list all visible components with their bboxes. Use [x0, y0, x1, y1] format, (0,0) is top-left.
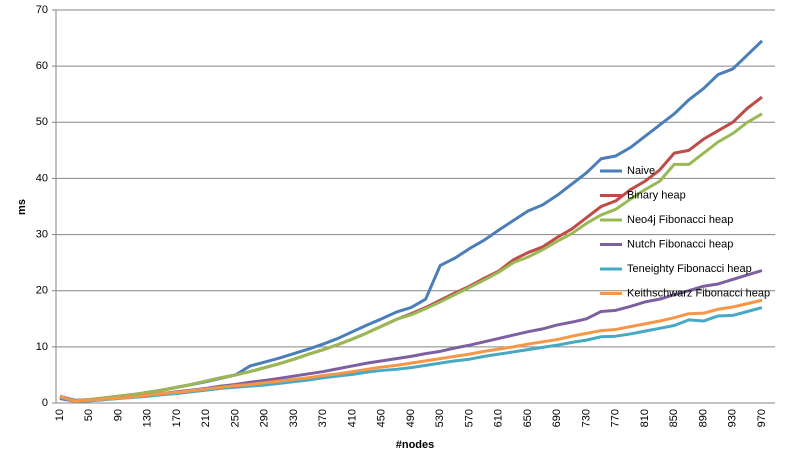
x-tick-label: 570 — [463, 409, 475, 427]
y-tick-label: 70 — [36, 4, 48, 16]
legend-label: Keithschwarz Fibonacci heap — [627, 287, 770, 299]
y-tick-label: 0 — [42, 397, 48, 409]
x-tick-label: 130 — [142, 409, 154, 427]
y-tick-label: 50 — [36, 116, 48, 128]
x-tick-label: 690 — [551, 409, 563, 427]
x-tick-label: 890 — [697, 409, 709, 427]
x-tick-label: 250 — [229, 409, 241, 427]
y-tick-label: 20 — [36, 285, 48, 297]
y-tick-label: 60 — [36, 60, 48, 72]
x-tick-label: 170 — [171, 409, 183, 427]
y-axis-title: ms — [16, 199, 28, 215]
x-tick-label: 450 — [376, 409, 388, 427]
legend-label: Neo4j Fibonacci heap — [627, 214, 733, 226]
legend-label: Nutch Fibonacci heap — [627, 238, 733, 250]
legend-label: Binary heap — [627, 189, 686, 201]
x-tick-label: 650 — [522, 409, 534, 427]
x-tick-label: 410 — [346, 409, 358, 427]
x-tick-label: 770 — [610, 409, 622, 427]
x-tick-label: 330 — [288, 409, 300, 427]
x-tick-label: 290 — [259, 409, 271, 427]
x-tick-label: 810 — [639, 409, 651, 427]
y-tick-label: 30 — [36, 228, 48, 240]
x-tick-label: 10 — [54, 409, 66, 421]
x-tick-label: 210 — [200, 409, 212, 427]
x-tick-label: 610 — [493, 409, 505, 427]
y-tick-label: 40 — [36, 172, 48, 184]
x-tick-label: 970 — [756, 409, 768, 427]
x-tick-label: 930 — [727, 409, 739, 427]
legend-label: Teneighty Fibonacci heap — [627, 263, 752, 275]
x-tick-label: 50 — [83, 409, 95, 421]
x-tick-label: 90 — [112, 409, 124, 421]
x-tick-label: 730 — [580, 409, 592, 427]
x-tick-label: 530 — [434, 409, 446, 427]
x-axis-title: #nodes — [396, 439, 435, 451]
series-line — [59, 298, 763, 403]
legend-label: Naive — [627, 165, 655, 177]
y-tick-label: 10 — [36, 341, 48, 353]
x-tick-label: 490 — [405, 409, 417, 427]
series-line — [59, 112, 763, 403]
x-tick-label: 850 — [668, 409, 680, 427]
x-tick-label: 370 — [317, 409, 329, 427]
